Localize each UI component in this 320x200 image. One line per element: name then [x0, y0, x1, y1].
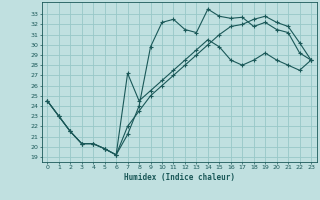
X-axis label: Humidex (Indice chaleur): Humidex (Indice chaleur): [124, 173, 235, 182]
